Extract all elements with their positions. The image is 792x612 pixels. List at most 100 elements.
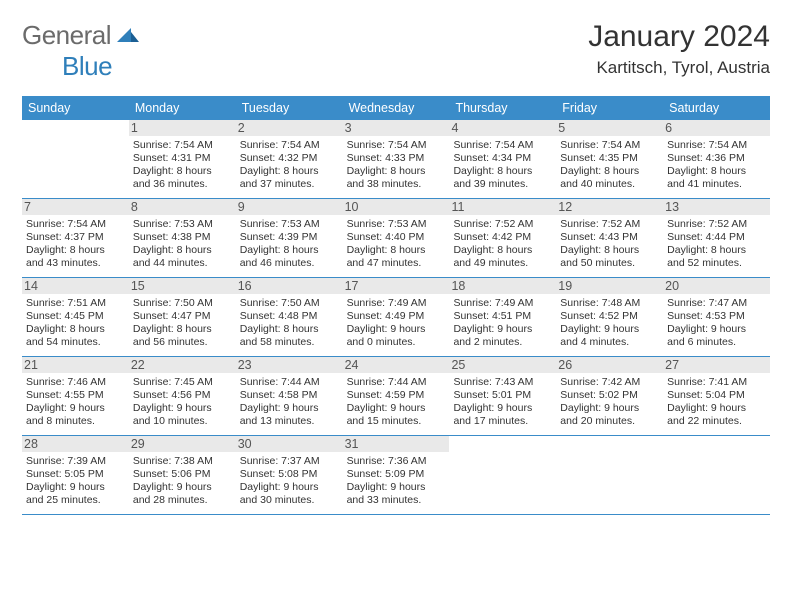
daylight-text: Daylight: 8 hours and 56 minutes. [133,323,232,349]
sunset-text: Sunset: 4:32 PM [240,152,339,165]
day-details: Sunrise: 7:54 AMSunset: 4:33 PMDaylight:… [347,139,446,192]
day-details: Sunrise: 7:54 AMSunset: 4:31 PMDaylight:… [133,139,232,192]
calendar-day: 5 Sunrise: 7:54 AMSunset: 4:35 PMDaylight… [556,120,663,198]
daylight-text: Daylight: 9 hours and 8 minutes. [26,402,125,428]
daylight-text: Daylight: 8 hours and 43 minutes. [26,244,125,270]
sunrise-text: Sunrise: 7:47 AM [667,297,766,310]
calendar-week: 21Sunrise: 7:46 AMSunset: 4:55 PMDayligh… [22,357,770,436]
day-number: 3 [343,120,450,136]
sunrise-text: Sunrise: 7:41 AM [667,376,766,389]
sunrise-text: Sunrise: 7:36 AM [347,455,446,468]
sunrise-text: Sunrise: 7:46 AM [26,376,125,389]
day-details: Sunrise: 7:38 AMSunset: 5:06 PMDaylight:… [133,455,232,508]
day-details: Sunrise: 7:46 AMSunset: 4:55 PMDaylight:… [26,376,125,429]
sunrise-text: Sunrise: 7:49 AM [347,297,446,310]
day-details: Sunrise: 7:37 AMSunset: 5:08 PMDaylight:… [240,455,339,508]
calendar-day: 24Sunrise: 7:44 AMSunset: 4:59 PMDayligh… [343,357,450,435]
day-details: Sunrise: 7:54 AMSunset: 4:37 PMDaylight:… [26,218,125,271]
calendar-day [663,436,770,514]
daylight-text: Daylight: 9 hours and 0 minutes. [347,323,446,349]
day-number [22,120,129,136]
day-details: Sunrise: 7:53 AMSunset: 4:39 PMDaylight:… [240,218,339,271]
sunrise-text: Sunrise: 7:44 AM [347,376,446,389]
day-details: Sunrise: 7:47 AMSunset: 4:53 PMDaylight:… [667,297,766,350]
sunrise-text: Sunrise: 7:51 AM [26,297,125,310]
calendar-day: 30 Sunrise: 7:37 AMSunset: 5:08 PMDayligh… [236,436,343,514]
calendar-week: 7Sunrise: 7:54 AMSunset: 4:37 PMDaylight… [22,199,770,278]
calendar-day: 23Sunrise: 7:44 AMSunset: 4:58 PMDayligh… [236,357,343,435]
day-details: Sunrise: 7:39 AMSunset: 5:05 PMDaylight:… [26,455,125,508]
calendar-week: 28 Sunrise: 7:39 AMSunset: 5:05 PMDayligh… [22,436,770,515]
calendar-week: 1Sunrise: 7:54 AMSunset: 4:31 PMDaylight… [22,120,770,199]
day-details: Sunrise: 7:48 AMSunset: 4:52 PMDaylight:… [560,297,659,350]
calendar-day: 2Sunrise: 7:54 AMSunset: 4:32 PMDaylight… [236,120,343,198]
daylight-text: Daylight: 9 hours and 6 minutes. [667,323,766,349]
day-details: Sunrise: 7:52 AMSunset: 4:43 PMDaylight:… [560,218,659,271]
day-number: 20 [663,278,770,294]
day-number: 26 [556,357,663,373]
sunset-text: Sunset: 5:06 PM [133,468,232,481]
daylight-text: Daylight: 9 hours and 20 minutes. [560,402,659,428]
daylight-text: Daylight: 9 hours and 2 minutes. [453,323,552,349]
day-number: 30 [236,436,343,452]
day-details: Sunrise: 7:50 AMSunset: 4:48 PMDaylight:… [240,297,339,350]
calendar-day: 18Sunrise: 7:49 AMSunset: 4:51 PMDayligh… [449,278,556,356]
sunset-text: Sunset: 4:56 PM [133,389,232,402]
logo-word2: Blue [62,51,112,81]
sunset-text: Sunset: 5:02 PM [560,389,659,402]
sunrise-text: Sunrise: 7:42 AM [560,376,659,389]
calendar-day: 13Sunrise: 7:52 AMSunset: 4:44 PMDayligh… [663,199,770,277]
day-details: Sunrise: 7:44 AMSunset: 4:59 PMDaylight:… [347,376,446,429]
sunset-text: Sunset: 4:44 PM [667,231,766,244]
sunrise-text: Sunrise: 7:43 AM [453,376,552,389]
sunset-text: Sunset: 4:36 PM [667,152,766,165]
day-number: 10 [343,199,450,215]
sunset-text: Sunset: 4:35 PM [560,152,659,165]
calendar-day [449,436,556,514]
daylight-text: Daylight: 8 hours and 39 minutes. [453,165,552,191]
day-number: 23 [236,357,343,373]
day-number: 18 [449,278,556,294]
daylight-text: Daylight: 8 hours and 50 minutes. [560,244,659,270]
calendar: SundayMondayTuesdayWednesdayThursdayFrid… [22,96,770,515]
calendar-day: 4Sunrise: 7:54 AMSunset: 4:34 PMDaylight… [449,120,556,198]
day-number: 28 [22,436,129,452]
calendar-day: 27Sunrise: 7:41 AMSunset: 5:04 PMDayligh… [663,357,770,435]
day-number: 4 [449,120,556,136]
day-details: Sunrise: 7:43 AMSunset: 5:01 PMDaylight:… [453,376,552,429]
calendar-day: 7Sunrise: 7:54 AMSunset: 4:37 PMDaylight… [22,199,129,277]
sunrise-text: Sunrise: 7:49 AM [453,297,552,310]
calendar-day [556,436,663,514]
sunset-text: Sunset: 5:08 PM [240,468,339,481]
sunset-text: Sunset: 4:33 PM [347,152,446,165]
calendar-day: 3 Sunrise: 7:54 AMSunset: 4:33 PMDaylight… [343,120,450,198]
sunset-text: Sunset: 4:48 PM [240,310,339,323]
sunset-text: Sunset: 4:34 PM [453,152,552,165]
sunrise-text: Sunrise: 7:39 AM [26,455,125,468]
calendar-day: 15Sunrise: 7:50 AMSunset: 4:47 PMDayligh… [129,278,236,356]
calendar-day [22,120,129,198]
sunrise-text: Sunrise: 7:50 AM [240,297,339,310]
day-details: Sunrise: 7:36 AMSunset: 5:09 PMDaylight:… [347,455,446,508]
daylight-text: Daylight: 8 hours and 58 minutes. [240,323,339,349]
calendar-day: 19Sunrise: 7:48 AMSunset: 4:52 PMDayligh… [556,278,663,356]
day-number: 5 [556,120,663,136]
daylight-text: Daylight: 8 hours and 46 minutes. [240,244,339,270]
day-number: 9 [236,199,343,215]
day-number: 8 [129,199,236,215]
header: General Blue January 2024 Kartitsch, Tyr… [22,20,770,82]
day-number [556,436,663,452]
day-number: 12 [556,199,663,215]
day-details: Sunrise: 7:50 AMSunset: 4:47 PMDaylight:… [133,297,232,350]
sunrise-text: Sunrise: 7:54 AM [347,139,446,152]
logo-word1: General [22,20,111,50]
title-block: January 2024 Kartitsch, Tyrol, Austria [588,20,770,78]
day-number: 31 [343,436,450,452]
day-details: Sunrise: 7:51 AMSunset: 4:45 PMDaylight:… [26,297,125,350]
day-details: Sunrise: 7:54 AMSunset: 4:35 PMDaylight:… [560,139,659,192]
logo-text: General Blue [22,20,139,82]
daylight-text: Daylight: 8 hours and 40 minutes. [560,165,659,191]
sunrise-text: Sunrise: 7:37 AM [240,455,339,468]
calendar-day: 1Sunrise: 7:54 AMSunset: 4:31 PMDaylight… [129,120,236,198]
daylight-text: Daylight: 8 hours and 41 minutes. [667,165,766,191]
